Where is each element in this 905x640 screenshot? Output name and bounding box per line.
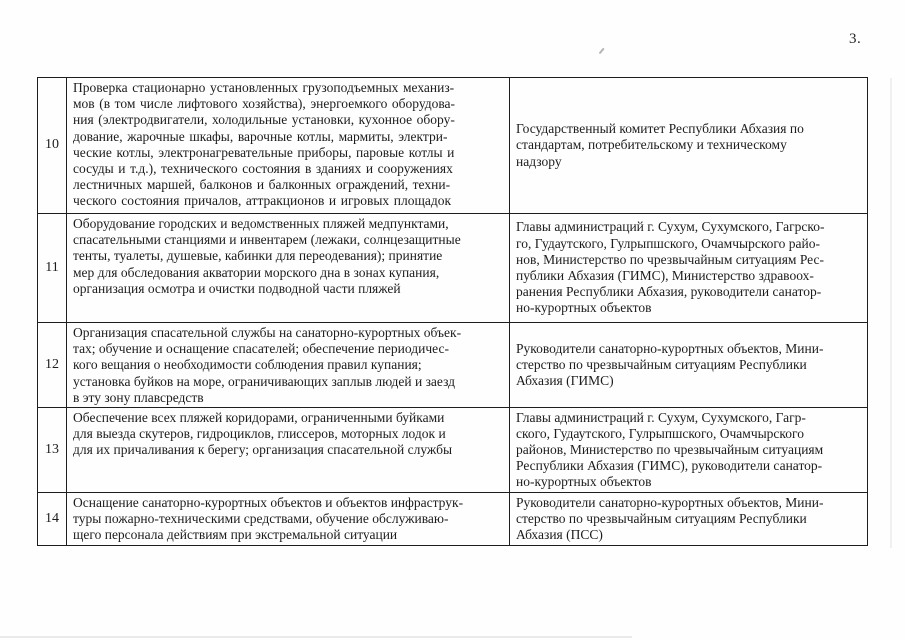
scan-edge-line bbox=[0, 636, 632, 638]
activity-cell: Организация спасательной службы на санат… bbox=[66, 321, 510, 409]
row-number-cell: 10 bbox=[37, 77, 67, 214]
table-row: 12 Организация спасательной службы на са… bbox=[37, 321, 868, 409]
scan-artifact-mark bbox=[598, 47, 605, 54]
table-row: 14 Оснащение санаторно-курортных объекто… bbox=[37, 492, 868, 546]
responsible-cell: Руководители санаторно-курортных объекто… bbox=[509, 321, 868, 409]
table-row: 10 Проверка стационарно установленных гр… bbox=[37, 77, 868, 214]
table-row: 13 Обеспечение всех пляжей коридорами, о… bbox=[37, 407, 868, 494]
row-number-cell: 14 bbox=[37, 492, 67, 546]
activity-cell: Оборудование городских и ведомственных п… bbox=[66, 213, 510, 323]
scan-edge-streak bbox=[890, 78, 892, 548]
row-number-cell: 12 bbox=[37, 321, 67, 409]
responsible-cell: Государственный комитет Республики Абхаз… bbox=[509, 77, 868, 214]
table-row: 11 Оборудование городских и ведомственны… bbox=[37, 213, 868, 323]
activity-cell: Обеспечение всех пляжей коридорами, огра… bbox=[66, 407, 510, 494]
responsible-cell: Главы администраций г. Сухум, Сухумского… bbox=[509, 213, 868, 323]
row-number-cell: 11 bbox=[37, 213, 67, 323]
row-number-cell: 13 bbox=[37, 407, 67, 494]
activities-table: 10 Проверка стационарно установленных гр… bbox=[37, 77, 868, 546]
responsible-cell: Главы администраций г. Сухум, Сухумского… bbox=[509, 407, 868, 494]
activity-cell: Оснащение санаторно-курортных объектов и… bbox=[66, 492, 510, 546]
responsible-cell: Руководители санаторно-курортных объекто… bbox=[509, 492, 868, 546]
activity-cell: Проверка стационарно установленных грузо… bbox=[66, 77, 510, 214]
page-number: 3. bbox=[849, 31, 862, 47]
